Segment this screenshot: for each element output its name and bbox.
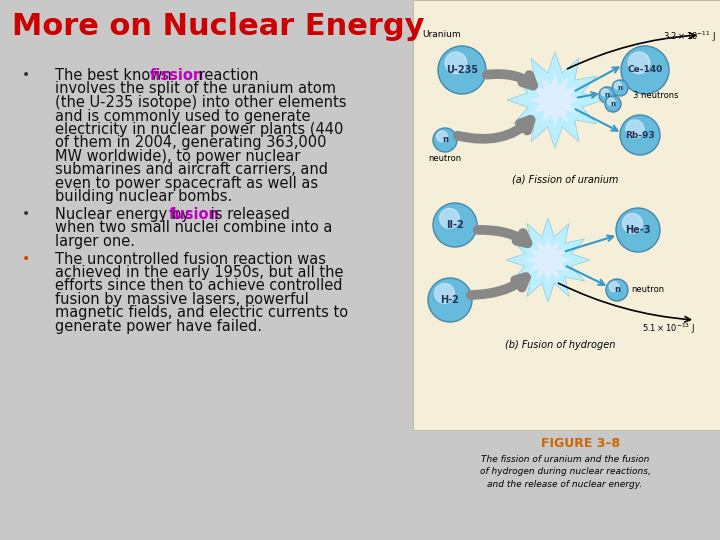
Text: 3 neutrons: 3 neutrons (633, 91, 678, 99)
Text: efforts since then to achieve controlled: efforts since then to achieve controlled (55, 279, 343, 294)
Text: (a) Fission of uranium: (a) Fission of uranium (512, 175, 618, 185)
Text: submarines and aircraft carriers, and: submarines and aircraft carriers, and (55, 163, 328, 178)
Circle shape (606, 279, 628, 301)
Text: neutron: neutron (428, 154, 462, 163)
Text: fusion by massive lasers, powerful: fusion by massive lasers, powerful (55, 292, 309, 307)
Circle shape (626, 120, 644, 138)
Text: fission: fission (150, 68, 204, 83)
Text: The best known: The best known (55, 68, 176, 83)
Text: The fission of uranium and the fusion
of hydrogen during nuclear reactions,
and : The fission of uranium and the fusion of… (480, 455, 650, 489)
Circle shape (433, 203, 477, 247)
Text: even to power spacecraft as well as: even to power spacecraft as well as (55, 176, 318, 191)
Text: n: n (611, 101, 616, 107)
Circle shape (445, 52, 467, 73)
Text: achieved in the early 1950s, but all the: achieved in the early 1950s, but all the (55, 265, 343, 280)
Circle shape (612, 80, 628, 96)
Text: when two small nuclei combine into a: when two small nuclei combine into a (55, 220, 333, 235)
Circle shape (620, 115, 660, 155)
Text: n: n (605, 92, 610, 98)
Text: (the U-235 isotope) into other elements: (the U-235 isotope) into other elements (55, 95, 346, 110)
Circle shape (428, 278, 472, 322)
Text: neutron: neutron (631, 286, 664, 294)
Text: •: • (22, 207, 30, 221)
Circle shape (601, 89, 608, 96)
Text: $3.2\times10^{-11}$ J: $3.2\times10^{-11}$ J (663, 30, 716, 44)
Text: Uranium: Uranium (422, 30, 461, 39)
Circle shape (621, 46, 669, 94)
Text: involves the split of the uranium atom: involves the split of the uranium atom (55, 82, 336, 97)
Polygon shape (525, 237, 571, 283)
Text: More on Nuclear Energy: More on Nuclear Energy (12, 12, 425, 41)
Text: magnetic fields, and electric currents to: magnetic fields, and electric currents t… (55, 306, 348, 321)
Circle shape (433, 128, 457, 152)
Text: Ce-140: Ce-140 (627, 65, 662, 75)
Circle shape (616, 208, 660, 252)
Text: electricity in nuclear power plants (440: electricity in nuclear power plants (440 (55, 122, 343, 137)
Text: II-2: II-2 (446, 220, 464, 230)
Polygon shape (506, 218, 590, 302)
Text: is released: is released (206, 207, 290, 222)
Text: $5.1\times10^{-13}$ J: $5.1\times10^{-13}$ J (642, 322, 695, 336)
Circle shape (440, 208, 459, 228)
Circle shape (436, 131, 447, 142)
Circle shape (609, 282, 619, 292)
Circle shape (628, 52, 649, 73)
Circle shape (599, 87, 615, 103)
Text: building nuclear bombs.: building nuclear bombs. (55, 190, 233, 205)
Text: n: n (618, 85, 623, 91)
Circle shape (438, 46, 486, 94)
Text: (b) Fusion of hydrogen: (b) Fusion of hydrogen (505, 340, 615, 350)
Text: •: • (22, 68, 30, 82)
Circle shape (614, 82, 621, 89)
Text: U-235: U-235 (446, 65, 478, 75)
Text: and is commonly used to generate: and is commonly used to generate (55, 109, 310, 124)
Text: Rb-93: Rb-93 (625, 131, 654, 139)
Circle shape (435, 284, 454, 303)
Polygon shape (507, 52, 603, 148)
Text: larger one.: larger one. (55, 234, 135, 249)
Circle shape (623, 213, 642, 233)
Text: H-2: H-2 (441, 295, 459, 305)
FancyBboxPatch shape (413, 0, 720, 430)
Text: MW worldwide), to power nuclear: MW worldwide), to power nuclear (55, 149, 300, 164)
Polygon shape (528, 73, 582, 126)
Text: n: n (442, 136, 448, 145)
Text: of them in 2004, generating 363,000: of them in 2004, generating 363,000 (55, 136, 326, 151)
Text: reaction: reaction (194, 68, 258, 83)
Text: The uncontrolled fusion reaction was: The uncontrolled fusion reaction was (55, 252, 326, 267)
Text: FIGURE 3–8: FIGURE 3–8 (541, 437, 620, 450)
Text: Nuclear energy by: Nuclear energy by (55, 207, 194, 222)
Circle shape (608, 98, 615, 105)
Text: n: n (614, 286, 620, 294)
Text: •: • (22, 252, 30, 266)
Text: fusion: fusion (168, 207, 220, 222)
Text: He-3: He-3 (625, 225, 651, 235)
Text: generate power have failed.: generate power have failed. (55, 319, 262, 334)
Circle shape (605, 96, 621, 112)
